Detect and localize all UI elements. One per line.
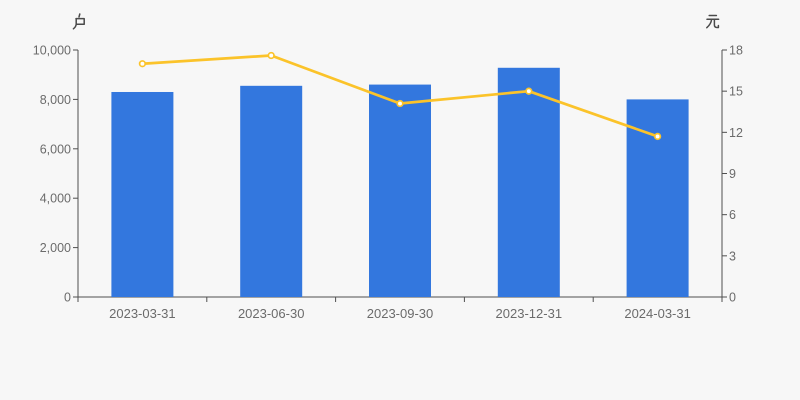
left-axis-tick-label: 8,000	[40, 93, 71, 107]
line-marker-2023-12-31[interactable]	[525, 87, 533, 95]
x-axis-label: 2023-03-31	[109, 306, 176, 321]
right-axis-title-yuan-icon	[706, 14, 720, 29]
bar-2023-12-31[interactable]	[497, 67, 560, 297]
right-axis-tick-label: 6	[729, 208, 736, 222]
x-axis-label: 2023-06-30	[238, 306, 305, 321]
left-axis-tick-label: 10,000	[33, 44, 71, 58]
right-axis-tick-label: 9	[729, 167, 736, 181]
x-axis-label: 2023-12-31	[496, 306, 563, 321]
left-axis-title-hu-icon	[72, 13, 85, 30]
left-axis-tick-label: 4,000	[40, 192, 71, 206]
x-axis-label: 2023-09-30	[367, 306, 434, 321]
left-axis-tick-label: 6,000	[40, 142, 71, 156]
right-axis-tick-label: 15	[729, 85, 743, 99]
left-axis-tick-label: 2,000	[40, 241, 71, 255]
line-marker-2023-06-30[interactable]	[267, 51, 275, 60]
x-axis-label: 2024-03-31	[624, 306, 691, 321]
line-marker-2024-03-31[interactable]	[653, 132, 662, 141]
left-axis-tick-label: 0	[64, 291, 71, 305]
bar-2023-09-30[interactable]	[369, 84, 431, 297]
bar-2024-03-31[interactable]	[626, 99, 689, 298]
bar-2023-06-30[interactable]	[240, 85, 303, 297]
line-marker-2023-03-31[interactable]	[138, 60, 147, 68]
right-axis-tick-label: 3	[729, 249, 736, 263]
line-marker-2023-09-30[interactable]	[396, 99, 404, 108]
bar-2023-03-31[interactable]	[111, 91, 174, 298]
right-axis-tick-label: 18	[729, 44, 743, 58]
right-axis-tick-label: 0	[729, 291, 736, 305]
right-axis-tick-label: 12	[729, 126, 743, 140]
